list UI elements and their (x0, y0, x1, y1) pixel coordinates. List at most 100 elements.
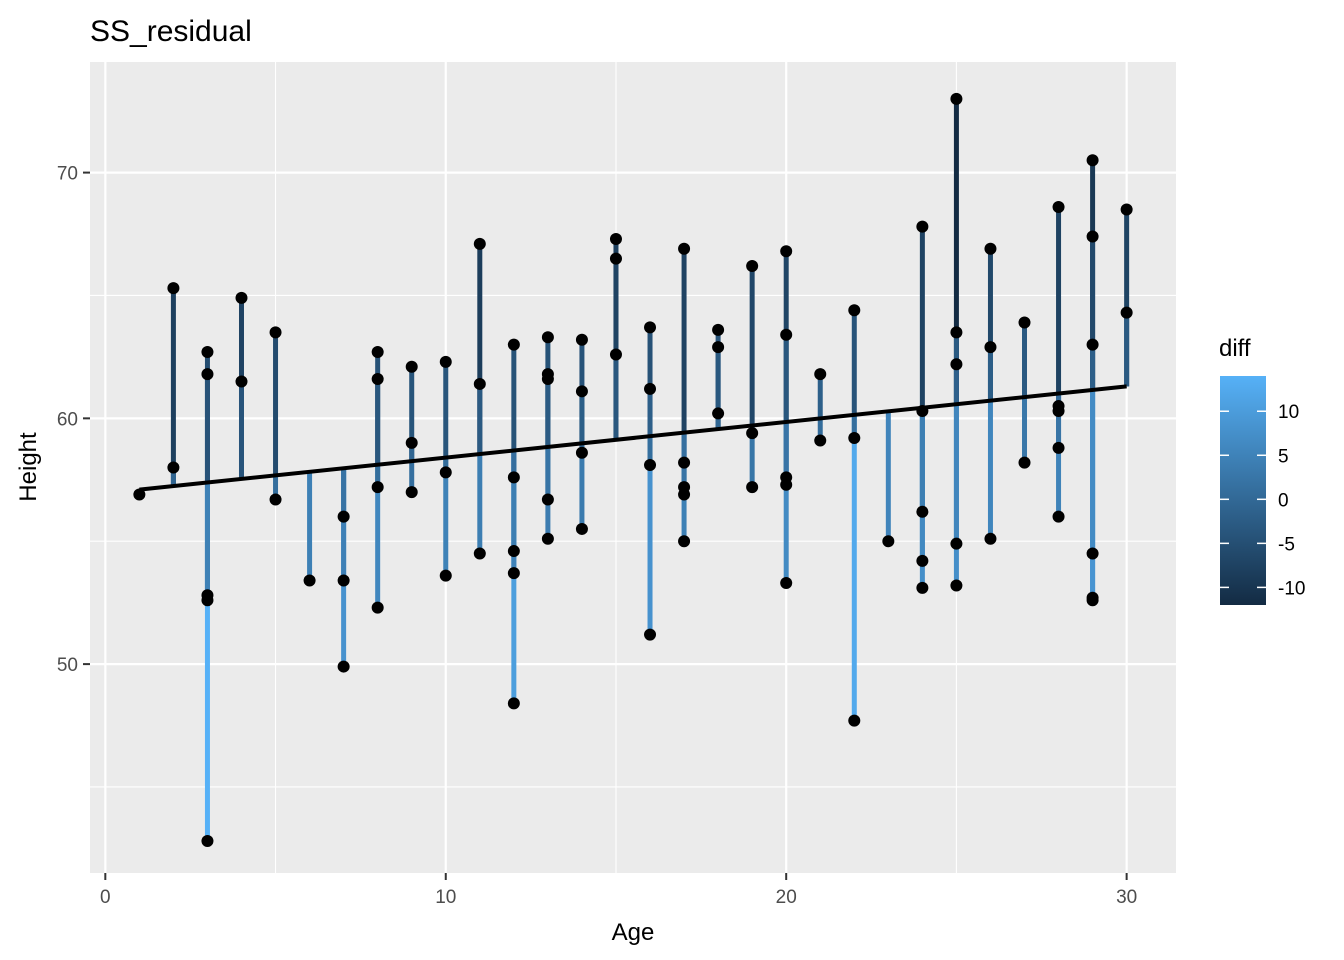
data-point (235, 375, 248, 388)
data-point (609, 348, 622, 361)
data-point (848, 304, 861, 317)
data-point (950, 326, 963, 339)
data-point (780, 478, 793, 491)
data-point (950, 537, 963, 550)
data-point (201, 835, 214, 848)
data-point (371, 373, 384, 386)
data-point (712, 407, 725, 420)
x-tick-label: 10 (435, 887, 456, 908)
data-point (916, 404, 929, 417)
data-point (575, 385, 588, 398)
data-point (405, 486, 418, 499)
y-tick-label: 50 (57, 655, 78, 676)
x-tick-label: 0 (100, 887, 111, 908)
data-point (950, 358, 963, 371)
data-point (1052, 200, 1065, 213)
data-point (1120, 306, 1133, 319)
data-point (337, 574, 350, 587)
data-point (269, 326, 282, 339)
data-point (1018, 316, 1031, 329)
data-point (712, 341, 725, 354)
data-point (1086, 594, 1099, 607)
data-point (950, 579, 963, 592)
data-point (473, 377, 486, 390)
data-point (575, 333, 588, 346)
data-point (439, 466, 452, 479)
data-point (1086, 547, 1099, 560)
data-point (371, 345, 384, 358)
data-point (473, 547, 486, 560)
data-point (984, 532, 997, 545)
data-point (780, 577, 793, 590)
data-point (848, 432, 861, 445)
data-point (814, 368, 827, 381)
data-point (882, 535, 895, 548)
data-point (405, 436, 418, 449)
data-point (541, 493, 554, 506)
data-points (133, 92, 1133, 848)
data-point (167, 461, 180, 474)
data-point (984, 341, 997, 354)
data-point (814, 434, 827, 447)
legend: diff 10 5 0 -5 -10 (1219, 335, 1305, 605)
data-point (1086, 338, 1099, 351)
y-axis-title: Height (15, 432, 42, 502)
data-point (609, 252, 622, 265)
data-point (780, 328, 793, 341)
legend-ticks: 10 5 0 -5 -10 (1220, 402, 1305, 599)
x-axis: 0 10 20 30 (100, 873, 1137, 908)
data-point (780, 245, 793, 258)
data-point (848, 714, 861, 727)
data-point (644, 321, 657, 334)
data-point (439, 355, 452, 368)
data-point (405, 360, 418, 373)
legend-title: diff (1219, 335, 1251, 362)
data-point (507, 471, 520, 484)
x-tick-label: 30 (1116, 887, 1137, 908)
data-point (507, 545, 520, 558)
data-point (337, 510, 350, 523)
data-point (644, 628, 657, 641)
data-point (746, 427, 759, 440)
data-point (746, 481, 759, 494)
data-point (167, 282, 180, 295)
data-point (1120, 203, 1133, 216)
data-point (507, 567, 520, 580)
data-point (678, 535, 691, 548)
data-point (678, 488, 691, 501)
x-axis-title: Age (612, 919, 655, 946)
data-point (746, 259, 759, 272)
data-point (916, 220, 929, 233)
legend-label: 0 (1278, 490, 1289, 511)
chart-title: SS_residual (90, 15, 252, 48)
data-point (950, 92, 963, 105)
data-point (1018, 456, 1031, 469)
legend-label: 10 (1278, 402, 1299, 423)
data-point (1052, 441, 1065, 454)
data-point (541, 331, 554, 344)
data-point (1086, 230, 1099, 243)
data-point (337, 660, 350, 673)
data-point (507, 338, 520, 351)
data-point (1086, 154, 1099, 167)
data-point (575, 446, 588, 459)
regression-line (139, 384, 1127, 492)
data-point (678, 242, 691, 255)
data-point (303, 574, 316, 587)
data-point (473, 237, 486, 250)
data-point (678, 456, 691, 469)
data-point (712, 323, 725, 336)
data-point (609, 232, 622, 245)
data-point (916, 505, 929, 518)
data-point (507, 697, 520, 710)
legend-label: 5 (1278, 446, 1289, 467)
data-point (575, 522, 588, 535)
data-point (269, 493, 282, 506)
data-point (916, 554, 929, 567)
legend-label: -5 (1278, 534, 1295, 555)
data-point (644, 382, 657, 395)
data-point (201, 594, 214, 607)
plot-panel (90, 62, 1176, 873)
legend-label: -10 (1278, 578, 1305, 599)
